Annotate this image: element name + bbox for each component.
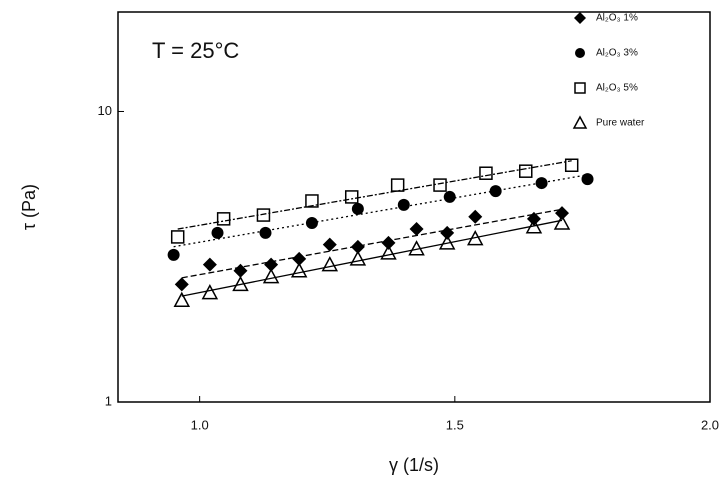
x-axis-label: γ (1/s): [389, 455, 439, 475]
marker-circle: [581, 173, 594, 186]
marker-triangle: [466, 230, 484, 246]
marker-triangle: [232, 275, 249, 292]
annotation: T = 25°C: [152, 38, 239, 63]
marker-diamond: [440, 225, 455, 240]
marker-circle: [489, 185, 502, 198]
marker-diamond: [264, 257, 279, 272]
marker-diamond: [555, 206, 569, 221]
marker-triangle: [553, 214, 571, 230]
marker-circle: [535, 177, 548, 190]
trend-line: [181, 208, 563, 279]
marker-square: [344, 190, 359, 204]
marker-diamond: [574, 12, 586, 24]
marker-diamond: [381, 235, 396, 250]
trend-line: [181, 219, 563, 297]
legend-label: Pure water: [596, 118, 645, 129]
marker-triangle: [380, 244, 397, 260]
marker-square: [564, 158, 579, 173]
marker-triangle: [262, 268, 280, 284]
marker-diamond: [322, 237, 337, 252]
marker-triangle: [349, 250, 367, 266]
marker-circle: [443, 190, 456, 203]
legend-label: Al₂O₃ 1%: [596, 13, 638, 24]
marker-diamond: [174, 277, 189, 292]
marker-triangle: [321, 256, 339, 272]
marker-circle: [259, 226, 272, 239]
trend-line: [177, 160, 572, 230]
marker-square: [519, 164, 533, 178]
y-tick-label: 10: [98, 103, 112, 118]
trend-line: [173, 174, 588, 248]
marker-circle: [351, 202, 364, 215]
marker-diamond: [292, 251, 307, 266]
marker-square: [433, 178, 447, 192]
marker-diamond: [233, 263, 248, 278]
marker-triangle: [438, 234, 456, 250]
marker-square: [170, 230, 185, 244]
marker-circle: [211, 226, 224, 239]
marker-circle: [575, 48, 585, 58]
plot-frame: [117, 11, 711, 403]
x-tick-label: 2.0: [701, 417, 719, 432]
marker-triangle: [408, 240, 425, 256]
marker-triangle: [201, 284, 219, 300]
marker-square: [305, 194, 319, 208]
marker-circle: [167, 248, 180, 261]
marker-triangle: [525, 218, 543, 234]
marker-square: [390, 178, 405, 192]
marker-triangle: [173, 291, 191, 307]
x-tick-label: 1.0: [191, 417, 209, 432]
marker-diamond: [409, 221, 424, 236]
legend-label: Al₂O₃ 5%: [596, 83, 638, 94]
marker-circle: [305, 217, 318, 230]
marker-square: [216, 212, 231, 226]
legend-label: Al₂O₃ 3%: [596, 48, 638, 59]
marker-diamond: [350, 239, 365, 254]
x-tick-label: 1.5: [446, 417, 464, 432]
y-axis-label: τ (Pa): [19, 184, 39, 230]
marker-diamond: [202, 257, 217, 272]
marker-square: [479, 166, 493, 180]
marker-square: [574, 82, 586, 94]
marker-diamond: [468, 209, 483, 224]
marker-triangle: [572, 115, 588, 129]
marker-square: [256, 208, 271, 222]
marker-triangle: [290, 262, 308, 278]
y-tick-label: 1: [105, 393, 112, 408]
marker-circle: [397, 198, 410, 211]
